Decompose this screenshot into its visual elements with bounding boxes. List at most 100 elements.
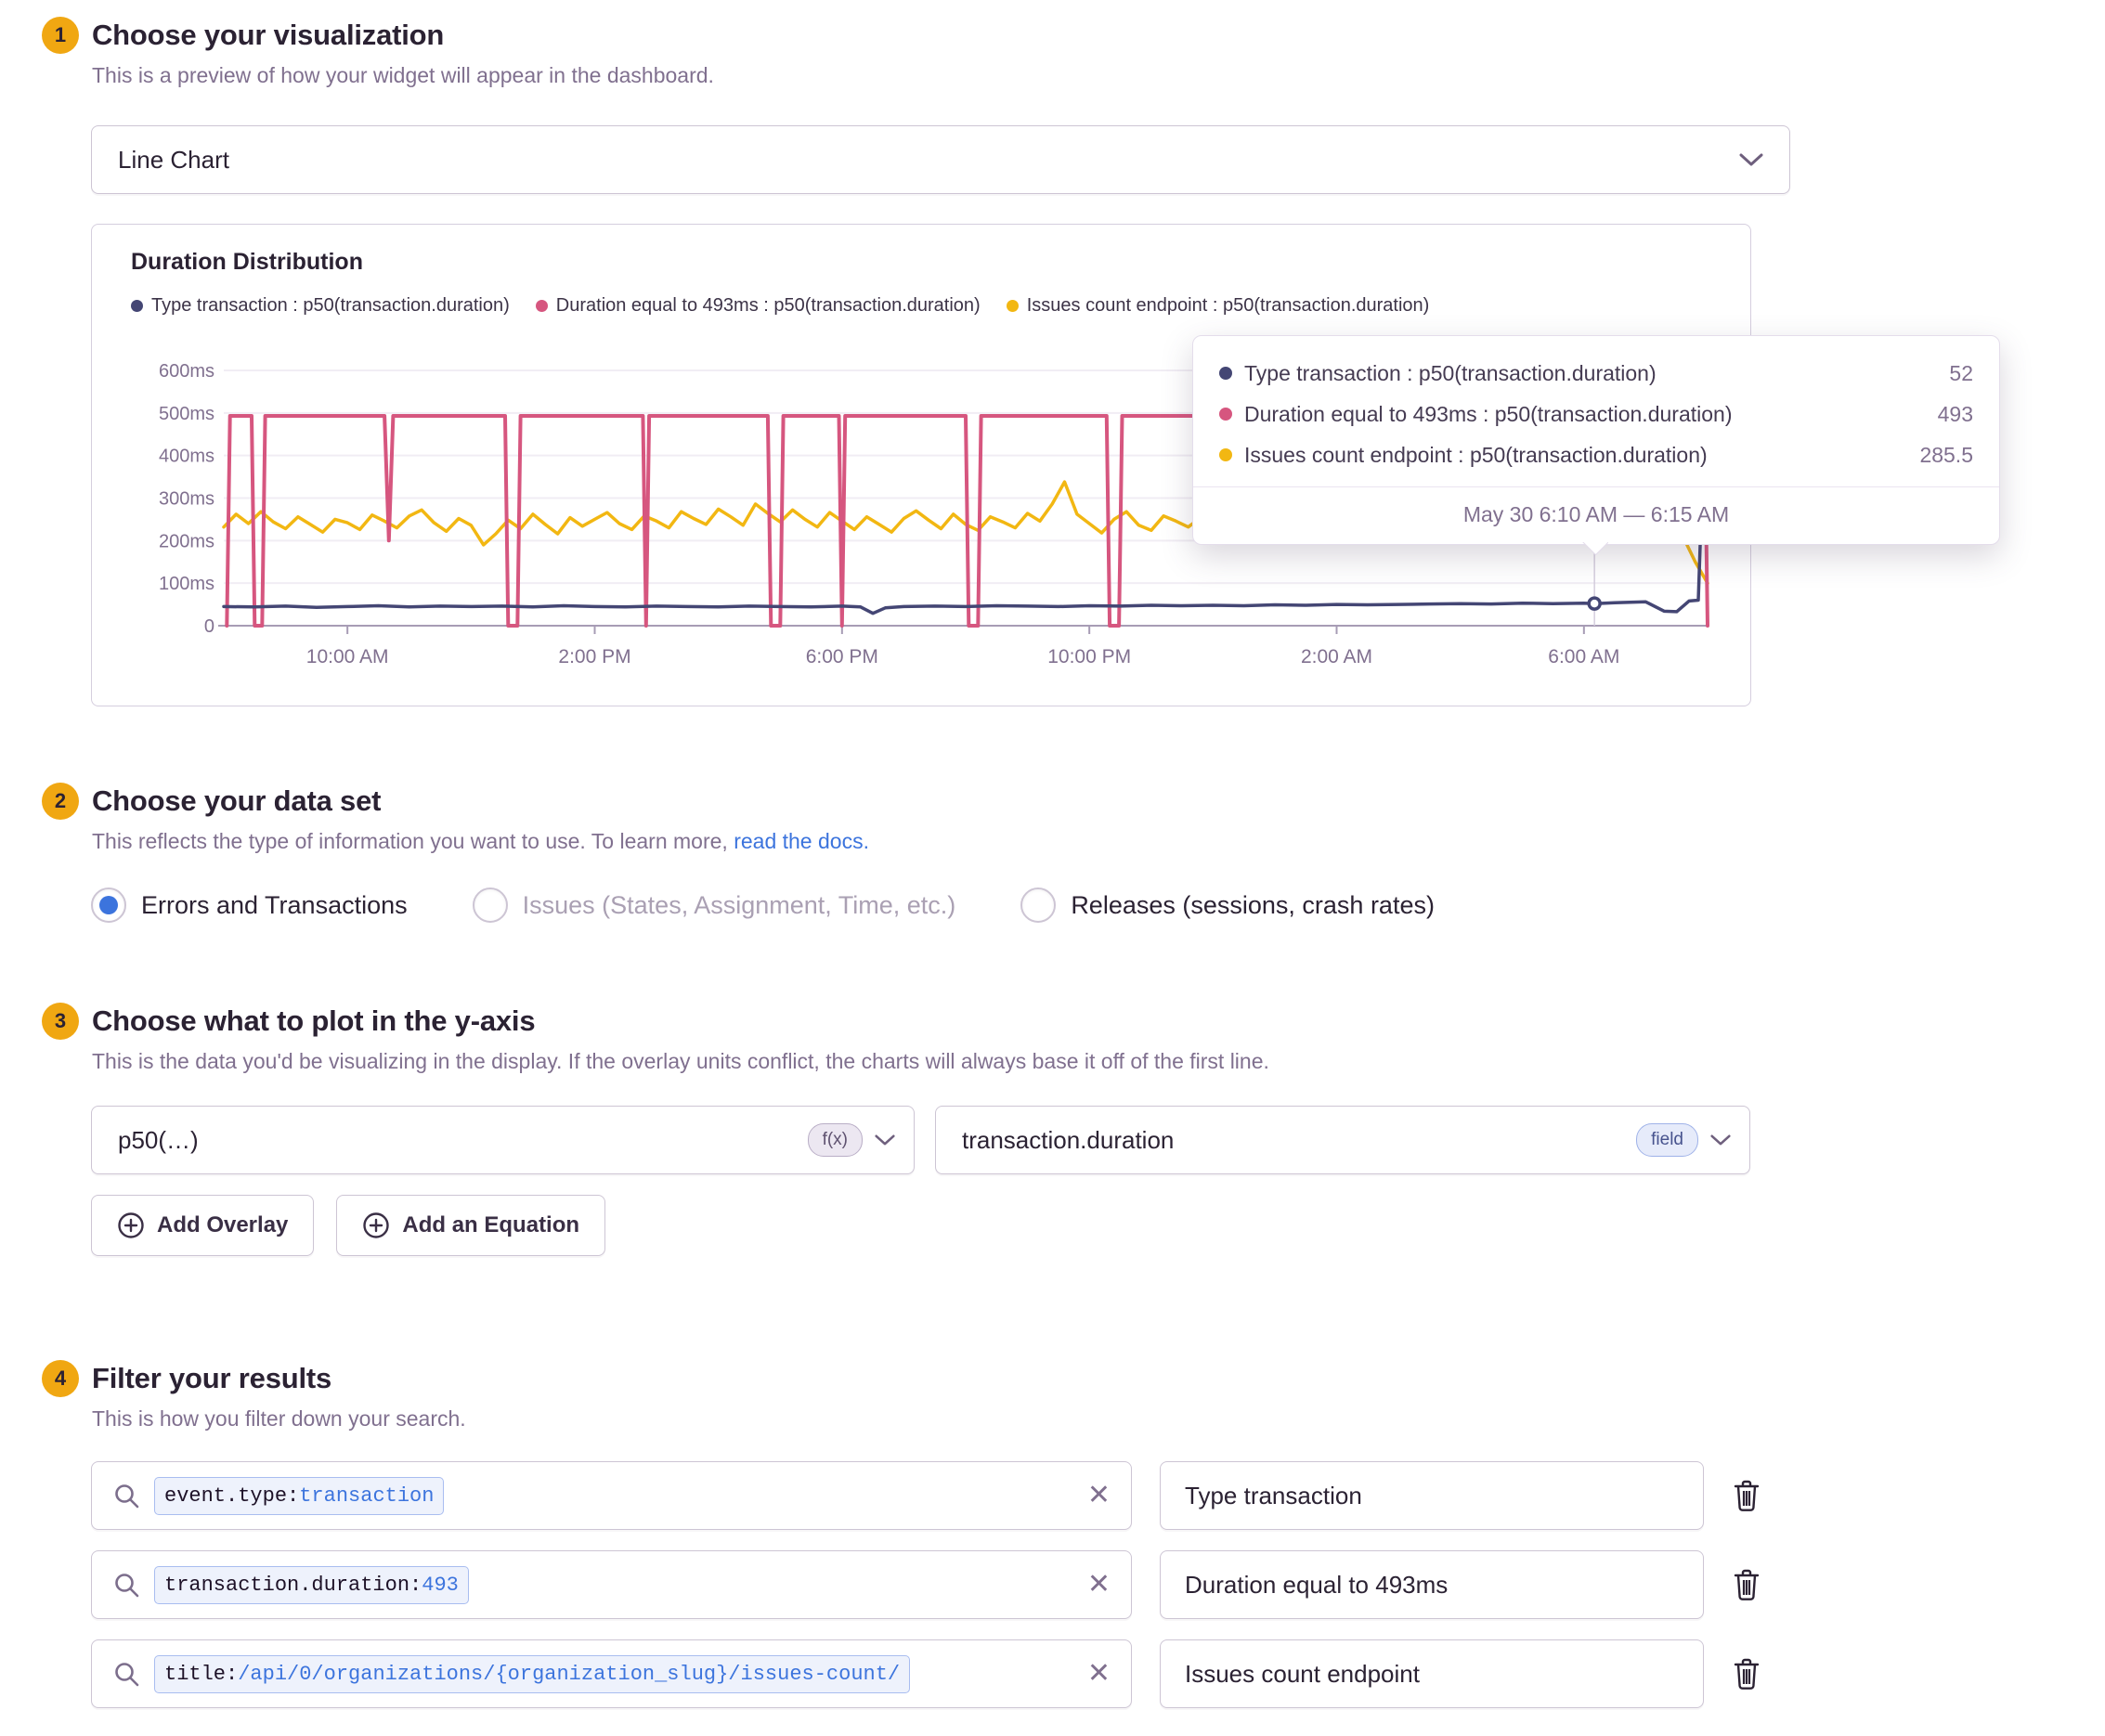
legend-item[interactable]: Duration equal to 493ms : p50(transactio… <box>535 295 981 317</box>
y-axis-tick-label: 0 <box>204 616 214 637</box>
filter-alias-value: Type transaction <box>1185 1481 1362 1509</box>
radio-icon <box>91 887 126 923</box>
dataset-option-releases[interactable]: Releases (sessions, crash rates) <box>1020 887 1435 923</box>
legend-item[interactable]: Issues count endpoint : p50(transaction.… <box>1006 295 1430 317</box>
column-select[interactable]: transaction.duration field <box>935 1106 1750 1174</box>
step-badge-2: 2 <box>42 783 79 820</box>
filter-search-input-2[interactable]: transaction.duration:493 ✕ <box>91 1550 1132 1619</box>
legend-dot-pink <box>535 300 548 312</box>
filter-alias-input-3[interactable]: Issues count endpoint <box>1160 1639 1704 1708</box>
tooltip-pointer <box>1582 542 1608 555</box>
aggregate-function-select[interactable]: p50(…) f(x) <box>91 1106 915 1174</box>
read-the-docs-link[interactable]: read the docs. <box>734 829 869 853</box>
yaxis-fields: p50(…) f(x) transaction.duration field <box>91 1106 2105 1174</box>
tooltip-row: Duration equal to 493ms : p50(transactio… <box>1219 394 1973 434</box>
dataset-options: Errors and Transactions Issues (States, … <box>91 887 2105 923</box>
add-overlay-button[interactable]: Add Overlay <box>91 1195 315 1256</box>
delete-filter-button[interactable] <box>1732 1479 1761 1512</box>
tooltip-dot-pink <box>1219 408 1232 421</box>
token-value: 493 <box>422 1573 459 1597</box>
chart-tooltip: Type transaction : p50(transaction.durat… <box>1192 335 2000 545</box>
section-dataset-subtitle: This reflects the type of information yo… <box>92 829 2105 854</box>
tooltip-series-value: 52 <box>1949 360 1973 385</box>
search-token: title:/api/0/organizations/{organization… <box>154 1654 911 1693</box>
dataset-subtitle-text: This reflects the type of information yo… <box>92 829 734 853</box>
dataset-option-label: Errors and Transactions <box>141 890 408 919</box>
section-yaxis-header: 3 Choose what to plot in the y-axis <box>42 1003 2105 1040</box>
section-filters-subtitle: This is how you filter down your search. <box>92 1406 466 1431</box>
y-axis-tick-label: 600ms <box>159 361 214 382</box>
y-axis-tick-label: 100ms <box>159 574 214 594</box>
dataset-option-errors-transactions[interactable]: Errors and Transactions <box>91 887 408 923</box>
duration-distribution-chart: 0 100ms 200ms 300ms 400ms 500ms 600ms 10:00 AM 2… <box>159 361 1709 667</box>
filter-alias-input-1[interactable]: Type transaction <box>1160 1461 1704 1530</box>
section-visualization-header: 1 Choose your visualization <box>42 17 2105 54</box>
tooltip-dot-yellow <box>1219 448 1232 461</box>
x-axis-tick-label: 10:00 AM <box>306 646 389 667</box>
delete-filter-button[interactable] <box>1732 1657 1761 1691</box>
y-axis-tick-label: 400ms <box>159 447 214 467</box>
field-badge: field <box>1636 1123 1698 1157</box>
series-line-0 <box>222 415 1709 615</box>
add-equation-button[interactable]: Add an Equation <box>336 1195 606 1256</box>
search-token: transaction.duration:493 <box>154 1565 469 1604</box>
legend-item[interactable]: Type transaction : p50(transaction.durat… <box>131 295 510 317</box>
radio-icon <box>1020 887 1057 923</box>
x-axis-tick-label: 10:00 PM <box>1047 646 1131 667</box>
filter-search-input-1[interactable]: event.type:transaction ✕ <box>91 1461 1132 1530</box>
tooltip-series-value: 285.5 <box>1919 442 1973 467</box>
filter-search-input-3[interactable]: title:/api/0/organizations/{organization… <box>91 1639 1132 1708</box>
column-value: transaction.duration <box>962 1125 1175 1154</box>
tooltip-series-name: Issues count endpoint : p50(transaction.… <box>1244 442 1708 467</box>
tooltip-row: Type transaction : p50(transaction.durat… <box>1219 353 1973 394</box>
section-yaxis-subtitle: This is the data you'd be visualizing in… <box>92 1049 1269 1073</box>
section-dataset-header: 2 Choose your data set <box>42 783 2105 820</box>
chevron-down-icon <box>1710 1134 1731 1147</box>
section-filters-title: Filter your results <box>92 1362 332 1394</box>
filter-alias-value: Issues count endpoint <box>1185 1659 1420 1688</box>
section-visualization-title: Choose your visualization <box>92 19 445 51</box>
legend-dot-navy <box>131 300 143 312</box>
section-yaxis: 3 Choose what to plot in the y-axis This… <box>42 1003 2105 1256</box>
legend-label: Duration equal to 493ms : p50(transactio… <box>555 295 981 316</box>
chart-title: Duration Distribution <box>131 249 363 275</box>
token-value: /api/0/organizations/{organization_slug}… <box>238 1662 901 1686</box>
clear-search-icon[interactable]: ✕ <box>1086 1569 1111 1600</box>
clear-search-icon[interactable]: ✕ <box>1086 1480 1111 1510</box>
section-visualization-subtitle: This is a preview of how your widget wil… <box>92 63 714 87</box>
highlighted-point-marker <box>1587 596 1602 611</box>
chart-type-select[interactable]: Line Chart <box>91 125 1790 194</box>
chart-preview-panel: 0 100ms 200ms 300ms 400ms 500ms 600ms 10:00 AM 2… <box>91 224 2000 706</box>
search-token: event.type:transaction <box>154 1476 445 1515</box>
x-axis-tick-label: 2:00 PM <box>558 646 630 667</box>
clear-search-icon[interactable]: ✕ <box>1086 1658 1111 1689</box>
step-badge-4: 4 <box>42 1360 79 1397</box>
y-axis-tick-label: 300ms <box>159 489 214 510</box>
circle-plus-icon <box>362 1211 390 1239</box>
token-value: transaction <box>299 1483 435 1508</box>
y-axis-tick-label: 200ms <box>159 531 214 551</box>
tooltip-dot-navy <box>1219 367 1232 380</box>
section-dataset-title: Choose your data set <box>92 784 382 817</box>
chevron-down-icon <box>1739 152 1763 167</box>
dataset-option-issues: Issues (States, Assignment, Time, etc.) <box>472 887 955 923</box>
token-key: transaction.duration: <box>164 1573 422 1597</box>
filter-row: transaction.duration:493 ✕ Duration equa… <box>91 1550 2105 1619</box>
circle-plus-icon <box>117 1211 145 1239</box>
aggregate-function-value: p50(…) <box>118 1125 199 1154</box>
legend-dot-yellow <box>1006 300 1019 312</box>
step-badge-1: 1 <box>42 17 79 54</box>
legend-label: Issues count endpoint : p50(transaction.… <box>1026 295 1430 316</box>
search-icon <box>112 1660 140 1688</box>
filter-alias-input-2[interactable]: Duration equal to 493ms <box>1160 1550 1704 1619</box>
filter-row: title:/api/0/organizations/{organization… <box>91 1639 2105 1708</box>
add-overlay-label: Add Overlay <box>157 1212 289 1237</box>
token-key: event.type: <box>164 1483 300 1508</box>
yaxis-buttons: Add Overlay Add an Equation <box>91 1195 2105 1256</box>
delete-filter-button[interactable] <box>1732 1568 1761 1601</box>
add-equation-label: Add an Equation <box>402 1212 580 1237</box>
radio-icon <box>472 887 508 923</box>
token-key: title: <box>164 1662 239 1686</box>
dataset-option-label: Releases (sessions, crash rates) <box>1071 890 1435 919</box>
